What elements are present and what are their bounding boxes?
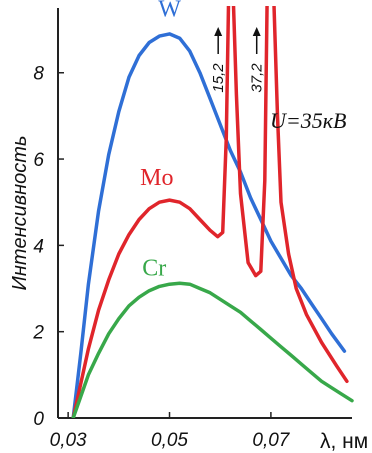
x-tick-label: 0,03	[50, 430, 87, 451]
series-line-w	[71, 32, 347, 418]
series-label-cr: Cr	[142, 256, 166, 282]
series-line-mo	[71, 6, 349, 418]
y-tick-label: 8	[33, 64, 44, 85]
peak-arrow-head	[214, 27, 223, 36]
y-tick-label: 0	[33, 409, 44, 430]
y-axis-title: Интенсивность	[9, 136, 31, 291]
y-tick-label: 6	[33, 150, 44, 171]
y-tick-label: 2	[32, 323, 44, 344]
peak-annotations: 15,2 37,2	[210, 27, 266, 93]
peak-arrow-head	[252, 27, 261, 36]
series-label-mo: Mo	[140, 165, 173, 191]
series-label-w: W	[158, 0, 181, 23]
peak-label: 15,2	[210, 63, 227, 93]
x-axis-title: λ, нм	[320, 430, 368, 453]
peak-marker: 37,2	[249, 27, 266, 93]
y-ticks: 0 2 4 6 8	[32, 64, 64, 430]
peak-marker: 15,2	[210, 27, 227, 93]
x-ticks: 0,03 0,05 0,07	[50, 412, 291, 451]
x-tick-label: 0,05	[151, 430, 188, 451]
series-line-cr	[71, 281, 354, 418]
peak-label: 37,2	[249, 63, 266, 93]
y-tick-label: 4	[33, 236, 44, 257]
series-lines: W Mo Cr	[71, 0, 354, 418]
x-tick-label: 0,07	[252, 430, 290, 451]
voltage-annotation: U=35кВ	[270, 108, 346, 133]
y-axis: 0 2 4 6 8	[32, 8, 64, 430]
x-axis: 0,03 0,05 0,07	[50, 412, 352, 451]
